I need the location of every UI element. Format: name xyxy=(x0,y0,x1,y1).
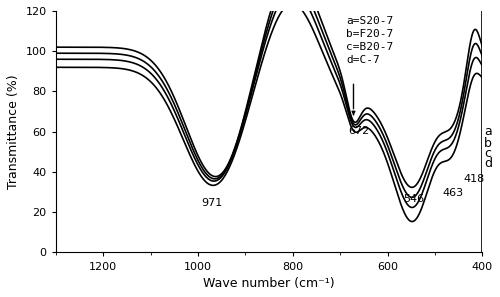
Text: c: c xyxy=(484,147,491,160)
Text: 672: 672 xyxy=(348,126,370,136)
Text: b: b xyxy=(484,137,492,150)
Text: 971: 971 xyxy=(201,198,222,208)
Text: d: d xyxy=(484,157,492,170)
Text: a: a xyxy=(484,125,492,138)
X-axis label: Wave number (cm⁻¹): Wave number (cm⁻¹) xyxy=(204,277,335,290)
Text: 463: 463 xyxy=(442,188,463,198)
Text: 546: 546 xyxy=(402,194,424,204)
Y-axis label: Transmittance (%): Transmittance (%) xyxy=(7,74,20,189)
Text: 418: 418 xyxy=(464,174,484,184)
Text: a=S20-7
b=F20-7
c=B20-7
d=C-7: a=S20-7 b=F20-7 c=B20-7 d=C-7 xyxy=(346,16,393,65)
